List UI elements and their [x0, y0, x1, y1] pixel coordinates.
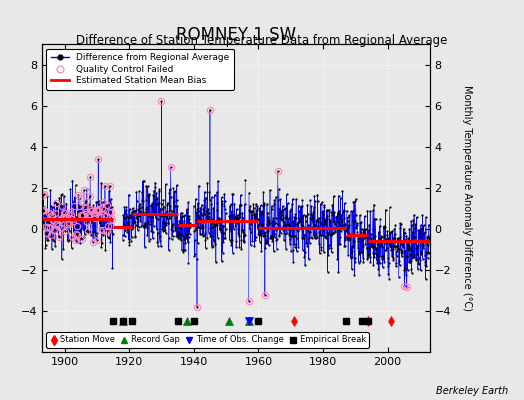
Text: Berkeley Earth: Berkeley Earth	[436, 386, 508, 396]
Text: Difference of Station Temperature Data from Regional Average: Difference of Station Temperature Data f…	[77, 34, 447, 47]
Y-axis label: Monthly Temperature Anomaly Difference (°C): Monthly Temperature Anomaly Difference (…	[462, 85, 472, 311]
Legend: Station Move, Record Gap, Time of Obs. Change, Empirical Break: Station Move, Record Gap, Time of Obs. C…	[46, 332, 369, 348]
Title: ROMNEY 1 SW: ROMNEY 1 SW	[176, 26, 296, 44]
